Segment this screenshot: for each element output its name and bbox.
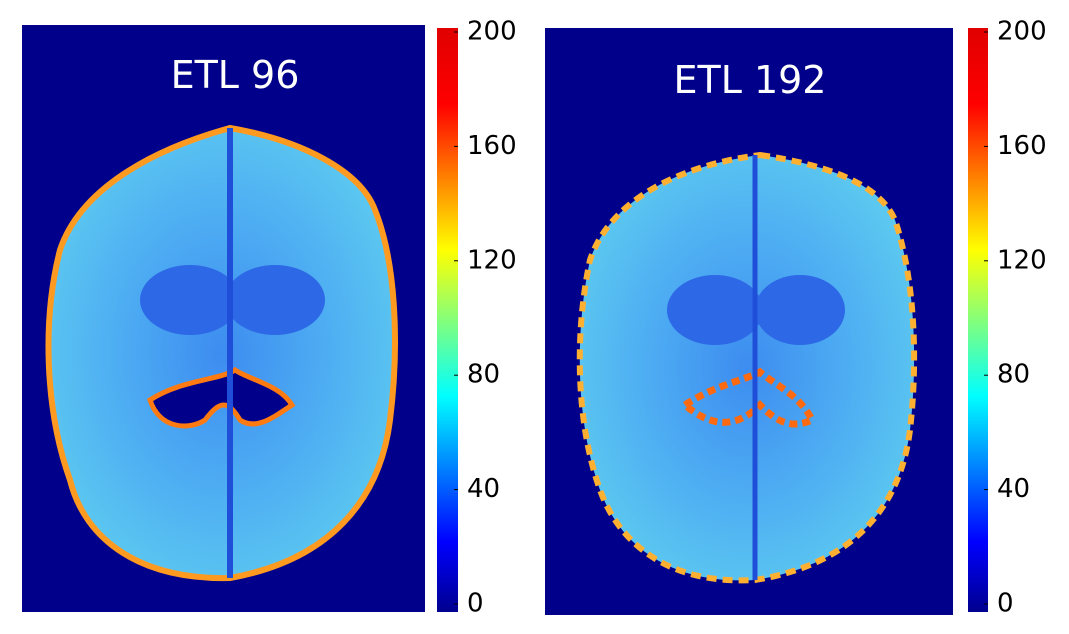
colorbar-tick-label: 0 bbox=[467, 589, 484, 619]
brain-region bbox=[225, 265, 325, 335]
colorbar-tick-label: 200 bbox=[467, 17, 517, 47]
colorbar bbox=[968, 28, 988, 612]
ventricle bbox=[147, 366, 296, 429]
brain-map bbox=[576, 151, 918, 584]
colorbar-tick-label: 40 bbox=[467, 474, 500, 504]
colorbar-tick-label: 120 bbox=[997, 245, 1047, 275]
colorbar-tick-label: 160 bbox=[467, 131, 517, 161]
panel-title: ETL 96 bbox=[171, 53, 300, 97]
colorbar-tick-label: 40 bbox=[997, 474, 1030, 504]
colorbar-tick-label: 200 bbox=[997, 17, 1047, 47]
brain-region bbox=[140, 265, 240, 335]
colorbar-tick-label: 0 bbox=[997, 589, 1014, 619]
colorbar-tick-label: 120 bbox=[467, 245, 517, 275]
panel-title: ETL 192 bbox=[673, 58, 826, 102]
colorbar bbox=[437, 28, 458, 612]
ventricle bbox=[679, 367, 817, 428]
colorbar-tick-label: 80 bbox=[467, 360, 500, 390]
brain-region bbox=[755, 275, 845, 345]
map-panel: ETL 96 bbox=[22, 25, 458, 612]
colorbar-tick-label: 160 bbox=[997, 131, 1047, 161]
brain-map bbox=[45, 124, 398, 582]
map-panel: ETL 192 bbox=[545, 28, 988, 615]
brain-region bbox=[667, 275, 763, 345]
colorbar-tick-label: 80 bbox=[997, 360, 1030, 390]
